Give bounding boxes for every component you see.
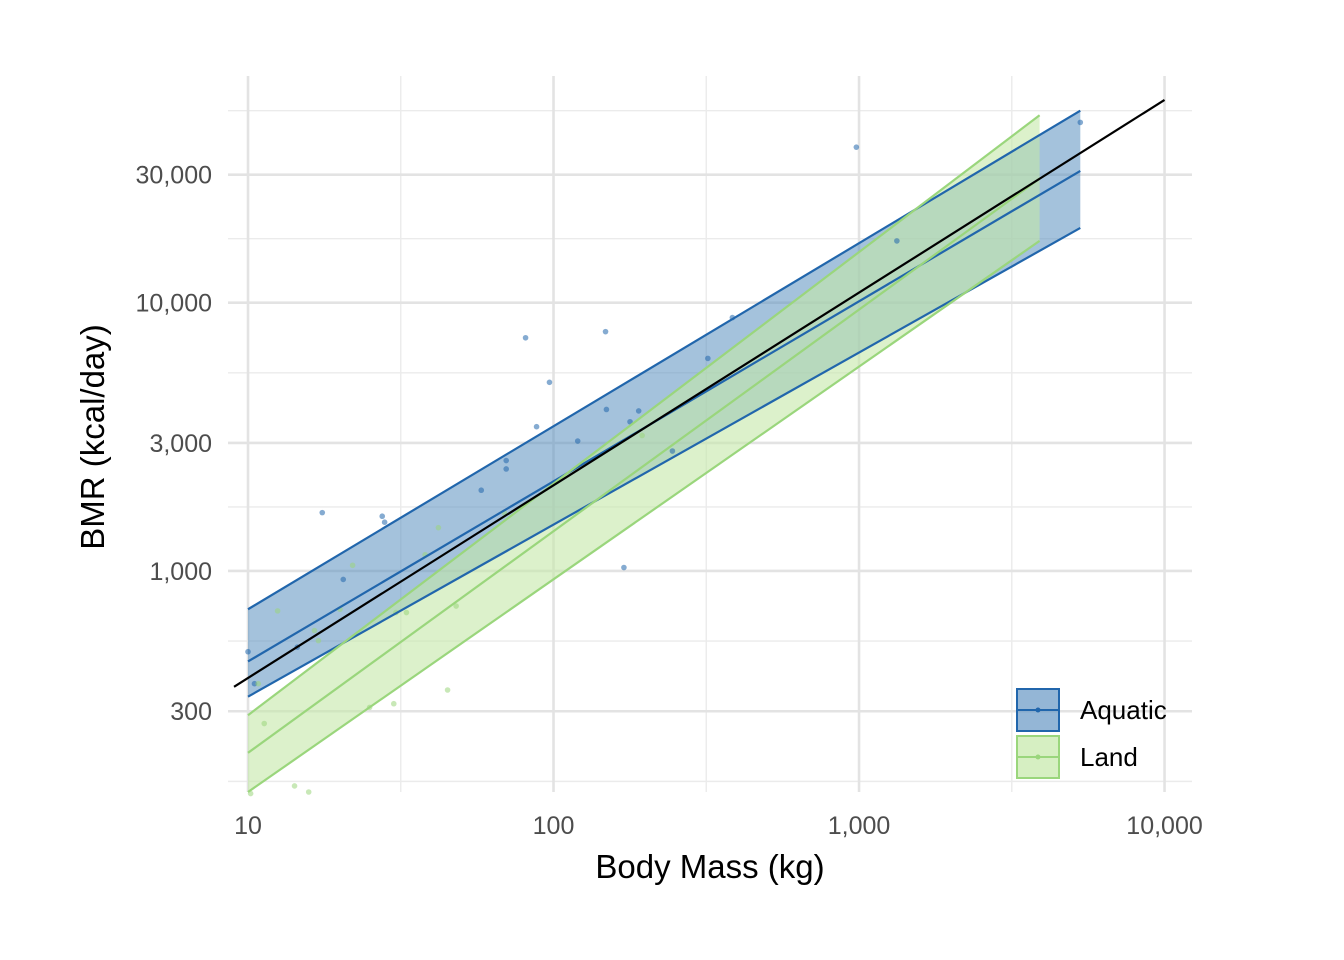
land-data-point: [390, 700, 397, 707]
land-data-point: [315, 637, 322, 644]
land-data-point: [639, 432, 645, 439]
land-data-point: [444, 687, 451, 693]
aquatic-data-point: [602, 328, 609, 335]
aquatic-data-point: [381, 519, 388, 525]
aquatic-data-point: [503, 457, 509, 464]
aquatic-data-point: [319, 509, 326, 516]
aquatic-data-point: [522, 334, 529, 341]
aquatic-band-lower-edge: [247, 226, 1081, 698]
aquatic-data-point: [603, 406, 610, 413]
aquatic-data-point: [245, 648, 251, 655]
aquatic-data-point: [546, 379, 553, 386]
aquatic-data-point: [1077, 119, 1084, 126]
aquatic-data-point: [503, 466, 509, 472]
aquatic-legend-label: Aquatic: [1080, 695, 1167, 725]
x-tick-label: 1,000: [828, 812, 891, 840]
y-tick-label: 10,000: [136, 290, 212, 318]
land-data-point: [291, 783, 298, 789]
tick-labels: 10 100 1,000 10,000 300 1,000 3,000 10,000 30,00…: [136, 162, 1203, 840]
land-data-point: [453, 603, 459, 609]
aquatic-data-point: [621, 564, 627, 571]
land-legend-point: [1035, 754, 1041, 760]
fit-lines: [233, 99, 1166, 793]
y-tick-label: 30,000: [136, 162, 212, 190]
land-confidence-band: [248, 115, 1040, 792]
x-tick-label: 10,000: [1126, 812, 1202, 840]
land-data-point: [403, 609, 410, 616]
aquatic-data-point: [340, 576, 347, 583]
x-tick-label: 10: [234, 812, 262, 840]
aquatic-data-point: [894, 238, 900, 244]
aquatic-data-point: [574, 438, 581, 444]
land-data-point: [311, 627, 318, 634]
confidence-bands: [248, 110, 1081, 792]
overall-fit-line: [233, 99, 1166, 688]
land-data-point: [435, 524, 442, 531]
land-band-lower-edge: [247, 239, 1041, 793]
aquatic-data-point: [379, 513, 386, 520]
y-tick-label: 300: [170, 698, 212, 726]
land-band-upper-edge: [247, 114, 1041, 717]
land-data-point: [255, 680, 262, 687]
aquatic-data-point: [635, 408, 642, 414]
land-data-point: [305, 789, 312, 795]
aquatic-legend-point: [1035, 707, 1041, 713]
land-fit-line: [247, 177, 1041, 754]
legend: Aquatic Land: [1016, 688, 1167, 779]
land-data-point: [274, 608, 281, 614]
land-legend-label: Land: [1080, 742, 1138, 772]
y-tick-label: 3,000: [149, 430, 212, 458]
aquatic-data-point: [478, 487, 485, 494]
land-data-point: [261, 720, 268, 727]
aquatic-data-point: [533, 423, 540, 430]
x-tick-label: 100: [533, 812, 575, 840]
x-axis-title: Body Mass (kg): [595, 848, 824, 885]
y-axis-title: BMR (kcal/day): [74, 324, 111, 550]
land-data-point: [349, 562, 356, 569]
aquatic-data-point: [853, 144, 860, 150]
aquatic-data-point: [669, 448, 676, 454]
aquatic-data-point: [705, 355, 711, 362]
aquatic-band-upper-edge: [247, 109, 1081, 611]
y-tick-label: 1,000: [149, 558, 212, 586]
aquatic-data-point: [627, 418, 633, 425]
